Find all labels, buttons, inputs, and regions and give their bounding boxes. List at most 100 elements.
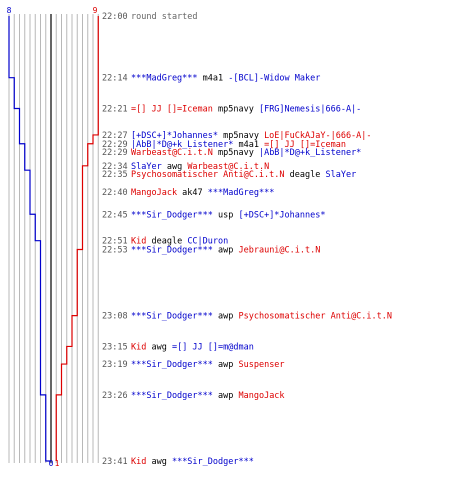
event-row: 22:40 MangoJack ak47 ***MadGreg*** <box>102 188 274 198</box>
event-text: ***Sir_Dodger*** usp [+DSC+]*Johannes* <box>131 210 325 220</box>
event-row: 22:00 round started <box>102 12 198 22</box>
player-name: [+DSC+]*Johannes* <box>131 131 218 141</box>
grid-lines <box>8 14 99 463</box>
event-time: 22:27 <box>102 131 128 141</box>
weapon-name: awg <box>146 342 172 352</box>
event-text: MangoJack ak47 ***MadGreg*** <box>131 188 274 198</box>
player-name: ***MadGreg*** <box>208 188 275 198</box>
player-name: Psychosomatischer Anti@C.i.t.N <box>238 312 392 322</box>
event-time: 23:15 <box>102 342 128 352</box>
event-time: 22:45 <box>102 210 128 220</box>
event-row: 23:08 ***Sir_Dodger*** awp Psychosomatisc… <box>102 312 392 322</box>
event-text: ***Sir_Dodger*** awp Jebrauni@C.i.t.N <box>131 246 320 256</box>
weapon-name: awp <box>213 360 239 370</box>
weapon-name: mp5navy <box>213 148 259 158</box>
event-time: 22:00 <box>102 12 128 22</box>
red-end-count: 1 <box>55 459 60 468</box>
player-name: LoE|FuCkAJaY-|666-A|- <box>264 131 371 141</box>
player-name: Kid <box>131 237 146 247</box>
player-name: |AbB|*D@+k_Listener* <box>259 148 361 158</box>
player-name: Warbeast@C.i.t.N <box>131 148 213 158</box>
event-time: 22:14 <box>102 74 128 84</box>
event-row: 22:27 [+DSC+]*Johannes* mp5navy LoE|FuCkA… <box>102 131 372 141</box>
player-name: [+DSC+]*Johannes* <box>238 210 325 220</box>
event-row: 22:14 ***MadGreg*** m4a1 -[BCL]-Widow Mak… <box>102 74 320 84</box>
red-team-alive-line <box>55 16 99 461</box>
player-name: MangoJack <box>131 188 177 198</box>
event-row: 22:29 Warbeast@C.i.t.N mp5navy |AbB|*D@+k… <box>102 148 361 158</box>
event-time: 23:26 <box>102 391 128 401</box>
event-text: Warbeast@C.i.t.N mp5navy |AbB|*D@+k_List… <box>131 148 361 158</box>
event-time: 22:35 <box>102 170 128 180</box>
event-text: Kid deagle CC|Duron <box>131 237 228 247</box>
player-name: Kid <box>131 342 146 352</box>
player-name: =[] JJ []=Iceman <box>131 105 213 115</box>
weapon-name: awp <box>213 246 239 256</box>
event-time: 22:51 <box>102 237 128 247</box>
player-name: SlaYer <box>325 170 356 180</box>
event-row: 22:53 ***Sir_Dodger*** awp Jebrauni@C.i.t… <box>102 246 320 256</box>
player-name: =[] JJ []=Iceman <box>264 140 346 150</box>
player-name: ***Sir_Dodger*** <box>131 312 213 322</box>
weapon-name: deagle <box>146 237 187 247</box>
weapon-name: m4a1 <box>233 140 264 150</box>
event-text: SlaYer awg Warbeast@C.i.t.N <box>131 162 269 172</box>
player-name: [FRG]Nemesis|666-A|- <box>259 105 361 115</box>
red-start-count: 9 <box>93 6 98 15</box>
blue-start-count: 8 <box>7 6 12 15</box>
player-name: SlaYer <box>131 162 162 172</box>
weapon-name: deagle <box>285 170 326 180</box>
event-row: 22:35 Psychosomatischer Anti@C.i.t.N deag… <box>102 170 356 180</box>
event-text: ***Sir_Dodger*** awp Psychosomatischer A… <box>131 312 392 322</box>
event-row: 23:15 Kid awg =[] JJ []=m@dman <box>102 342 254 352</box>
player-name: -[BCL]-Widow Maker <box>228 74 320 84</box>
player-name: ***MadGreg*** <box>131 74 198 84</box>
event-text: Kid awg =[] JJ []=m@dman <box>131 342 254 352</box>
weapon-name: ak47 <box>177 188 208 198</box>
event-row: 23:26 ***Sir_Dodger*** awp MangoJack <box>102 391 285 401</box>
weapon-name: usp <box>213 210 239 220</box>
event-text: |AbB|*D@+k_Listener* m4a1 =[] JJ []=Icem… <box>131 140 346 150</box>
event-text: round started <box>131 12 198 22</box>
event-text: Kid awg ***Sir_Dodger*** <box>131 457 254 467</box>
weapon-name: awg <box>162 162 188 172</box>
event-row: 22:51 Kid deagle CC|Duron <box>102 237 228 247</box>
player-name: CC|Duron <box>187 237 228 247</box>
player-name: Suspenser <box>238 360 284 370</box>
event-time: 22:53 <box>102 246 128 256</box>
event-text: [+DSC+]*Johannes* mp5navy LoE|FuCkAJaY-|… <box>131 131 372 141</box>
player-name: ***Sir_Dodger*** <box>172 457 254 467</box>
player-name: ***Sir_Dodger*** <box>131 360 213 370</box>
blue-team-alive-line <box>8 16 51 462</box>
event-row: 22:29 |AbB|*D@+k_Listener* m4a1 =[] JJ []… <box>102 140 346 150</box>
event-message: round started <box>131 12 198 22</box>
weapon-name: m4a1 <box>198 74 229 84</box>
event-time: 22:29 <box>102 148 128 158</box>
player-name: ***Sir_Dodger*** <box>131 210 213 220</box>
event-time: 23:08 <box>102 312 128 322</box>
weapon-name: awp <box>213 312 239 322</box>
event-text: ***MadGreg*** m4a1 -[BCL]-Widow Maker <box>131 74 320 84</box>
player-name: =[] JJ []=m@dman <box>172 342 254 352</box>
event-text: =[] JJ []=Iceman mp5navy [FRG]Nemesis|66… <box>131 105 361 115</box>
event-time: 22:21 <box>102 105 128 115</box>
weapon-name: awp <box>213 391 239 401</box>
player-name: |AbB|*D@+k_Listener* <box>131 140 233 150</box>
event-time: 22:34 <box>102 162 128 172</box>
event-text: ***Sir_Dodger*** awp MangoJack <box>131 391 285 401</box>
event-text: ***Sir_Dodger*** awp Suspenser <box>131 360 285 370</box>
weapon-name: mp5navy <box>218 131 264 141</box>
event-time: 23:41 <box>102 457 128 467</box>
player-name: MangoJack <box>238 391 284 401</box>
player-name: ***Sir_Dodger*** <box>131 391 213 401</box>
player-name: ***Sir_Dodger*** <box>131 246 213 256</box>
player-name: Psychosomatischer Anti@C.i.t.N <box>131 170 285 180</box>
event-row: 23:41 Kid awg ***Sir_Dodger*** <box>102 457 254 467</box>
event-row: 22:45 ***Sir_Dodger*** usp [+DSC+]*Johann… <box>102 210 325 220</box>
event-row: 22:34 SlaYer awg Warbeast@C.i.t.N <box>102 162 269 172</box>
player-name: Jebrauni@C.i.t.N <box>238 246 320 256</box>
event-row: 22:21 =[] JJ []=Iceman mp5navy [FRG]Nemes… <box>102 105 361 115</box>
blue-end-count: 0 <box>49 459 54 468</box>
